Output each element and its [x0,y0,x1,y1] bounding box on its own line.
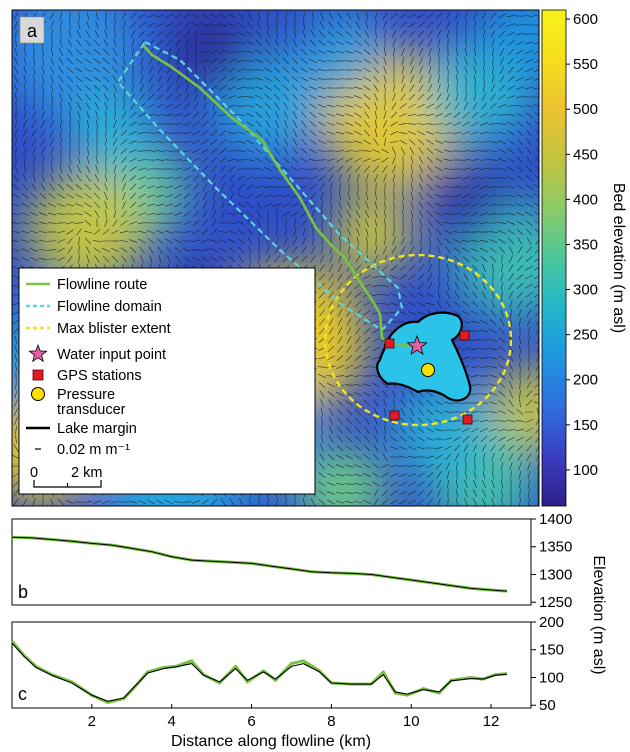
legend-label: Max blister extent [57,321,171,337]
y-axis-label: Elevation (m asl) [590,555,607,674]
y-tick-label: 100 [539,669,564,686]
panel-label-c: c [18,684,27,704]
legend-swatch [28,343,48,363]
scale-bar: 0 2 km [30,465,102,488]
colorbar-tick-label: 500 [573,101,598,118]
legend-item: GPS stations [32,368,142,384]
max-blister-extent-circle [323,253,513,427]
water-input-point-marker [406,334,428,356]
profile-series-outline [11,536,508,592]
bed-elevation-profile-panel: 200 150 100 50 2 4 6 8 10 12 c Distance along flo… [10,614,564,750]
gps-station-marker [462,414,473,425]
profile-series-line [11,642,508,702]
legend-item: 0.02 m m⁻¹ [35,442,130,458]
legend-label: Water input point [57,347,166,363]
legend-label: Lake margin [57,421,137,437]
gps-station-marker [459,330,470,341]
legend-swatch [32,369,44,381]
legend-item: Water input point [28,343,166,363]
colorbar-tick-label: 400 [573,191,598,208]
gps-station-marker [384,338,395,349]
x-tick-label: 10 [403,713,420,730]
legend-label: Flowline domain [57,299,162,315]
legend-swatch [31,387,45,401]
legend-label: Pressure [57,387,115,403]
legend-item: Lake margin [26,421,137,437]
colorbar-tick-label: 150 [573,417,598,434]
colorbar-tick-label: 350 [573,236,598,253]
colorbar-tick-label: 600 [573,11,598,28]
panel-label-a: a [27,21,38,41]
legend-label: Flowline route [57,277,147,293]
y-tick-label: 1250 [539,594,572,611]
scale-bar-end-label: 2 km [71,465,102,481]
lake-margin [376,311,472,402]
bed-elevation-colorbar: 600 550 500 450 400 350 300 250 200 150 100 Bed el… [541,9,627,507]
colorbar-tick-label: 200 [573,372,598,389]
legend-label: GPS stations [57,368,142,384]
colorbar-tick-label: 450 [573,146,598,163]
gps-station-marker [389,410,400,421]
legend-item: Flowline route [26,277,147,293]
scale-bar-start-label: 0 [30,465,38,481]
y-tick-label: 50 [539,697,556,714]
legend-item: Flowline domain [26,299,162,315]
pressure-transducer-marker [421,363,435,377]
surface-elevation-profile-panel: 1400 1350 1300 1250 b [11,511,572,611]
x-axis-label: Distance along flowline (km) [171,733,371,750]
colorbar-label: Bed elevation (m asl) [610,183,627,333]
colorbar-tick-label: 550 [573,56,598,73]
x-tick-label: 8 [327,713,335,730]
y-tick-label: 150 [539,642,564,659]
x-tick-label: 6 [247,713,255,730]
y-tick-label: 1400 [539,511,572,528]
legend-item: Max blister extent [26,321,171,337]
y-tick-label: 200 [539,614,564,631]
x-tick-label: 4 [168,713,176,730]
colorbar-tick-label: 250 [573,327,598,344]
y-tick-label: 1300 [539,566,572,583]
bed-elevation-map: a Flowline route Flowline domain Max blist… [11,9,540,507]
colorbar-tick-label: 100 [573,462,598,479]
panel-label-b: b [18,582,28,602]
x-tick-label: 2 [88,713,96,730]
flowline-route [142,44,411,348]
colorbar-tick-label: 300 [573,282,598,299]
map-legend: Flowline route Flowline domain Max blister… [18,267,316,495]
legend-label: transducer [57,402,126,418]
y-tick-label: 1350 [539,539,572,556]
x-tick-label: 12 [483,713,500,730]
legend-label: 0.02 m m⁻¹ [57,442,130,458]
